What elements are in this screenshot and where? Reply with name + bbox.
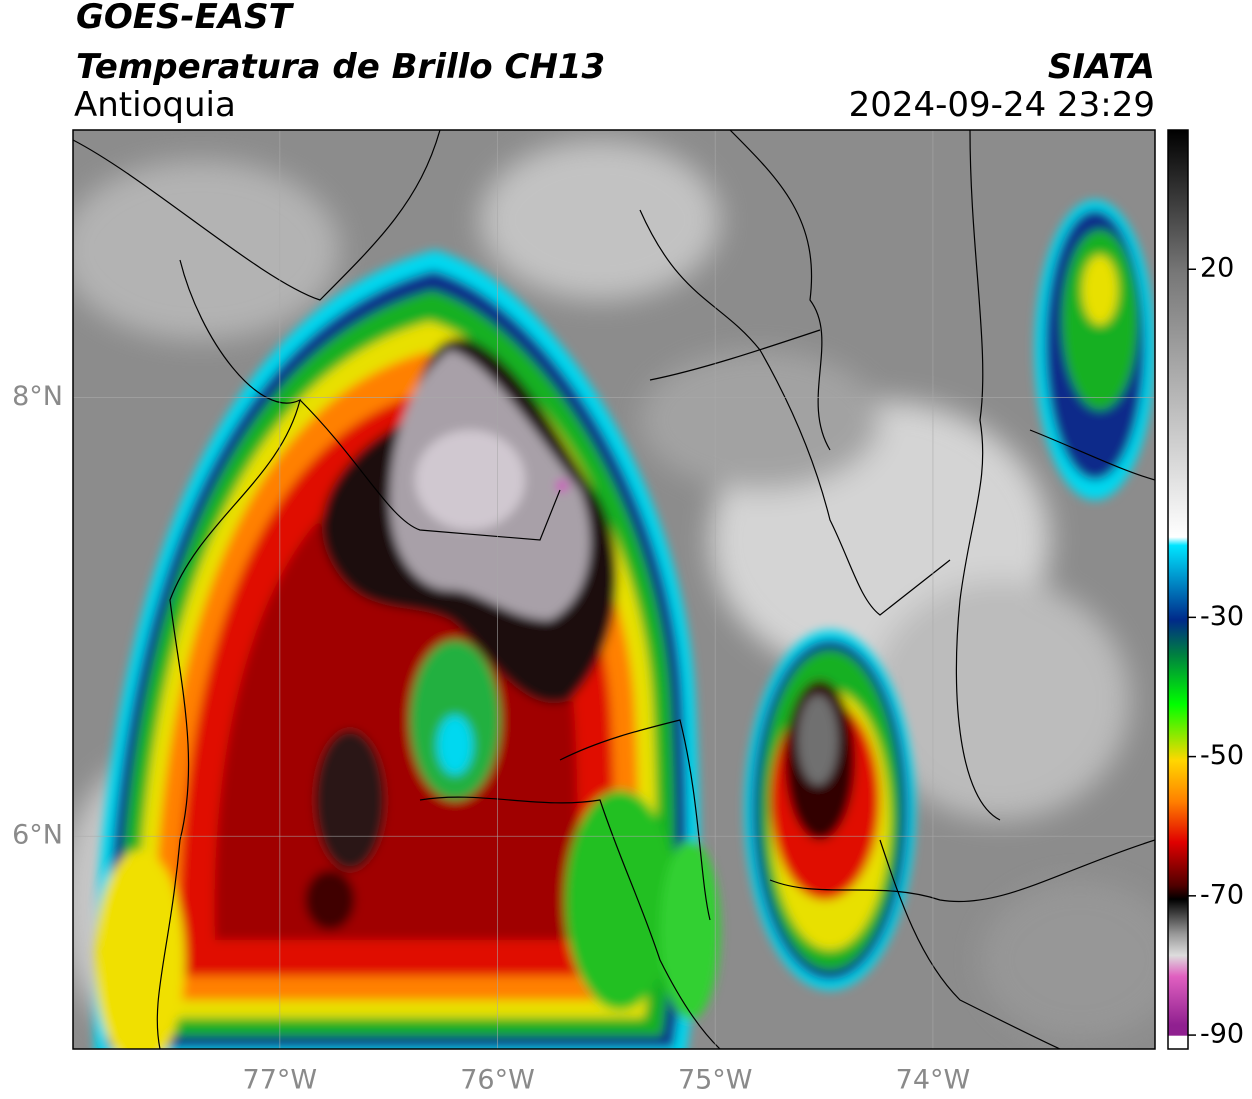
y-tick-label: 6°N [12,820,63,851]
colorbar-tick-label: -90 [1200,1019,1244,1050]
region: Antioquia [74,85,236,125]
datetime: 2024-09-24 23:29 [849,85,1155,125]
colorbar-tick-label: -70 [1200,879,1244,910]
x-tick-label: 75°W [678,1065,753,1096]
satellite-image [73,130,1155,1049]
map-frame [72,129,1156,1050]
borders [73,130,1155,1049]
colorbar [1167,129,1189,1050]
title: GOES-EAST [76,0,295,37]
source: SIATA [1048,47,1155,87]
colorbar-tick-label: 20 [1200,253,1234,284]
colorbar-tick-label: -50 [1200,740,1244,771]
x-tick-label: 74°W [896,1065,971,1096]
subtitle: Temperatura de Brillo CH13 [76,47,605,87]
colorbar-tick-label: -30 [1200,601,1244,632]
x-tick-label: 77°W [243,1065,318,1096]
x-tick-label: 76°W [460,1065,535,1096]
y-tick-label: 8°N [12,381,63,412]
